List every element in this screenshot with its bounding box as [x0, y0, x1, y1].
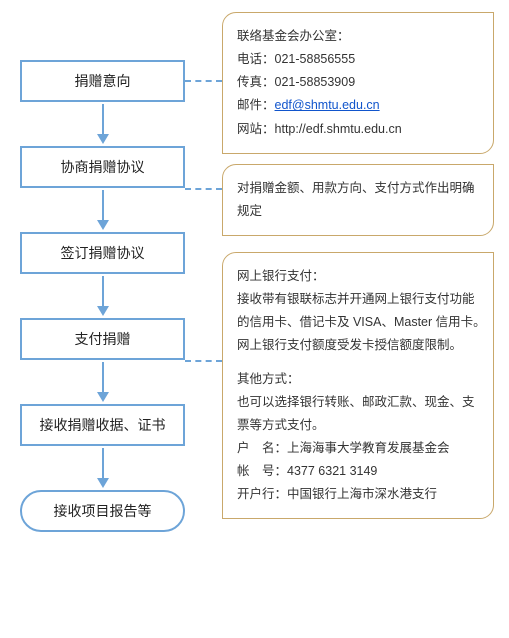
- flow-node-label: 接收捐赠收据、证书: [40, 415, 166, 435]
- flow-node-label: 协商捐赠协议: [61, 157, 145, 177]
- mail-link[interactable]: edf@shmtu.edu.cn: [275, 98, 380, 112]
- tel-value: 021-58856555: [275, 52, 356, 66]
- acct-no-value: 4377 6321 3149: [287, 464, 377, 478]
- flow-node-report: 接收项目报告等: [20, 490, 185, 532]
- flow-arrow: [20, 446, 185, 490]
- bank-value: 中国银行上海市深水港支行: [287, 487, 437, 501]
- flow-node-label: 支付捐赠: [75, 329, 131, 349]
- other-l1: 也可以选择银行转账、邮政汇款、现金、支: [237, 391, 479, 414]
- contact-title: 联络基金会办公室：: [237, 25, 479, 48]
- info-box-contact: 联络基金会办公室： 电话：021-58856555 传真：021-5885390…: [222, 12, 494, 154]
- web-value: http://edf.shmtu.edu.cn: [275, 122, 402, 136]
- flow-arrow: [20, 274, 185, 318]
- tel-label: 电话：: [237, 52, 275, 66]
- flow-node-label: 签订捐赠协议: [61, 243, 145, 263]
- bank-label: 开户行：: [237, 487, 287, 501]
- flow-arrow: [20, 360, 185, 404]
- dash-connector-2: [185, 188, 222, 190]
- other-title: 其他方式：: [237, 368, 479, 391]
- pay-online-l2: 的信用卡、借记卡及 VISA、Master 信用卡。: [237, 311, 479, 334]
- flow-node-label: 接收项目报告等: [54, 501, 152, 521]
- web-label: 网站：: [237, 122, 275, 136]
- bank: 开户行：中国银行上海市深水港支行: [237, 483, 479, 506]
- flow-arrow: [20, 102, 185, 146]
- flow-node-pay: 支付捐赠: [20, 318, 185, 360]
- spacer: [237, 358, 479, 368]
- contact-fax: 传真：021-58853909: [237, 71, 479, 94]
- info-box-agreement: 对捐赠金额、用款方向、支付方式作出明确规定: [222, 164, 494, 236]
- flow-node-receipt: 接收捐赠收据、证书: [20, 404, 185, 446]
- contact-tel: 电话：021-58856555: [237, 48, 479, 71]
- flow-node-intent: 捐赠意向: [20, 60, 185, 102]
- info-box-payment: 网上银行支付： 接收带有银联标志并开通网上银行支付功能 的信用卡、借记卡及 VI…: [222, 252, 494, 519]
- mail-label: 邮件：: [237, 98, 275, 112]
- flow-node-label: 捐赠意向: [75, 71, 131, 91]
- acct-name-label: 户 名：: [237, 441, 287, 455]
- contact-web: 网站：http://edf.shmtu.edu.cn: [237, 118, 479, 141]
- dash-connector-1: [185, 80, 222, 82]
- flow-node-negotiate: 协商捐赠协议: [20, 146, 185, 188]
- dash-connector-3: [185, 360, 222, 362]
- acct-no: 帐 号：4377 6321 3149: [237, 460, 479, 483]
- agreement-text: 对捐赠金额、用款方向、支付方式作出明确规定: [237, 177, 479, 223]
- acct-no-label: 帐 号：: [237, 464, 287, 478]
- fax-label: 传真：: [237, 75, 275, 89]
- pay-online-title: 网上银行支付：: [237, 265, 479, 288]
- pay-online-l3: 网上银行支付额度受发卡授信额度限制。: [237, 334, 479, 357]
- flow-node-sign: 签订捐赠协议: [20, 232, 185, 274]
- flow-arrow: [20, 188, 185, 232]
- contact-mail: 邮件：edf@shmtu.edu.cn: [237, 94, 479, 117]
- flow-column: 捐赠意向 协商捐赠协议 签订捐赠协议 支付捐赠 接收捐赠收据、证书 接收项目报告…: [20, 60, 185, 532]
- acct-name: 户 名：上海海事大学教育发展基金会: [237, 437, 479, 460]
- other-l2: 票等方式支付。: [237, 414, 479, 437]
- pay-online-l1: 接收带有银联标志并开通网上银行支付功能: [237, 288, 479, 311]
- fax-value: 021-58853909: [275, 75, 356, 89]
- acct-name-value: 上海海事大学教育发展基金会: [287, 441, 450, 455]
